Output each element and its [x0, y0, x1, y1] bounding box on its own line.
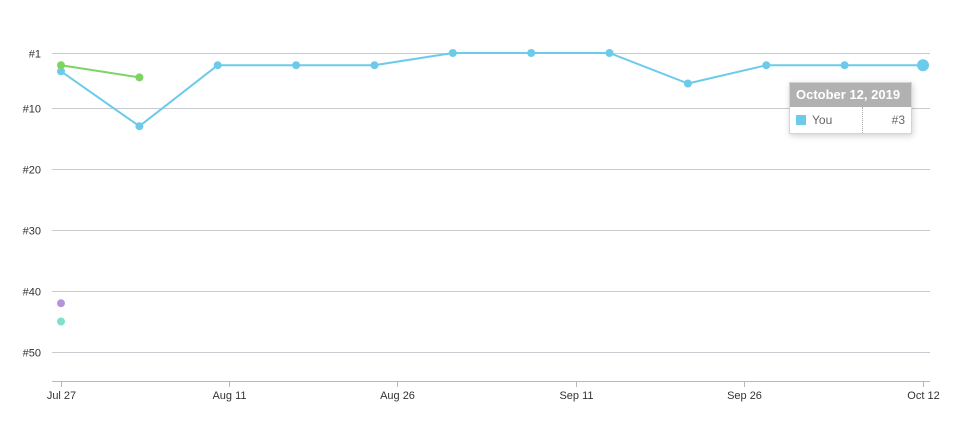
- x-tick-label: Aug 11: [212, 390, 246, 402]
- highlighted-data-point[interactable]: [917, 59, 929, 72]
- data-point[interactable]: [683, 79, 692, 88]
- x-axis: [52, 381, 930, 387]
- axis-labels: #1 #10 #20 #30 #40 #50 Jul 27 Aug 11 Aug 26 Sep 1…: [23, 49, 940, 403]
- data-point[interactable]: [762, 61, 771, 70]
- data-point[interactable]: [57, 317, 65, 326]
- data-point[interactable]: [135, 73, 144, 82]
- y-tick-label: #30: [23, 226, 41, 238]
- data-point[interactable]: [135, 122, 144, 131]
- series-line: [60, 64, 140, 79]
- y-tick-label: #10: [23, 104, 41, 116]
- y-tick-label: #20: [23, 165, 41, 177]
- y-tick-label: #40: [23, 287, 41, 299]
- data-point[interactable]: [57, 61, 65, 70]
- data-point[interactable]: [605, 49, 614, 57]
- series-layer: [57, 49, 929, 326]
- y-tick-label: #1: [29, 49, 41, 61]
- data-point[interactable]: [527, 49, 536, 57]
- series-line: [60, 52, 923, 128]
- gridlines: [52, 53, 930, 353]
- x-tick-label: Sep 26: [727, 390, 762, 402]
- data-point[interactable]: [213, 61, 222, 70]
- data-point[interactable]: [370, 61, 379, 70]
- x-tick-label: Oct 12: [907, 390, 939, 402]
- x-tick-label: Aug 26: [380, 390, 415, 402]
- y-tick-label: #50: [23, 348, 41, 360]
- chart-tooltip: October 12, 2019 You #3: [789, 82, 912, 134]
- data-point[interactable]: [57, 67, 65, 76]
- series-2: [57, 61, 144, 82]
- data-point[interactable]: [840, 61, 849, 70]
- tooltip-value: #3: [891, 113, 905, 127]
- data-point[interactable]: [292, 61, 301, 70]
- series-3: [57, 299, 65, 308]
- tooltip-series-name: You: [812, 113, 833, 127]
- tooltip-divider: [862, 107, 863, 133]
- x-tick-label: Jul 27: [47, 390, 76, 402]
- tooltip-series-swatch: [796, 115, 806, 125]
- series-4: [57, 317, 65, 326]
- data-point[interactable]: [57, 299, 65, 308]
- data-point[interactable]: [448, 49, 457, 57]
- tooltip-row: You #3: [790, 107, 911, 133]
- x-tick-label: Sep 11: [559, 390, 593, 402]
- tooltip-date: October 12, 2019: [790, 83, 911, 107]
- series-you: [57, 49, 929, 131]
